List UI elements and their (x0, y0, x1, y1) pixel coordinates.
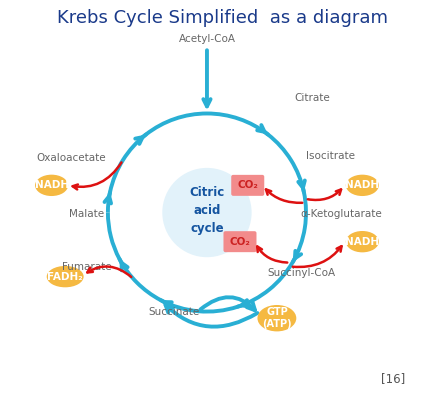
Text: FADH₂: FADH₂ (47, 271, 83, 282)
Text: α-Ketoglutarate: α-Ketoglutarate (300, 210, 382, 219)
Text: Isocitrate: Isocitrate (306, 151, 355, 161)
Text: NADH: NADH (345, 237, 380, 247)
Text: Succinate: Succinate (148, 307, 199, 316)
Text: CO₂: CO₂ (230, 237, 251, 247)
Circle shape (162, 168, 251, 257)
FancyBboxPatch shape (231, 175, 264, 196)
Text: Krebs Cycle Simplified  as a diagram: Krebs Cycle Simplified as a diagram (57, 9, 388, 27)
Text: Succinyl-CoA: Succinyl-CoA (267, 268, 335, 278)
Text: NADH: NADH (35, 180, 69, 190)
FancyBboxPatch shape (223, 231, 256, 252)
Ellipse shape (258, 305, 296, 331)
Text: GTP
(ATP): GTP (ATP) (262, 307, 291, 329)
Text: Fumarate: Fumarate (62, 262, 112, 272)
Ellipse shape (346, 231, 379, 252)
Text: Acetyl-CoA: Acetyl-CoA (178, 33, 235, 44)
Text: Oxaloacetate: Oxaloacetate (36, 153, 106, 163)
Ellipse shape (35, 175, 68, 196)
Text: CO₂: CO₂ (237, 180, 258, 190)
Text: Citric
acid
cycle: Citric acid cycle (189, 186, 225, 235)
Ellipse shape (346, 175, 379, 196)
Text: Citrate: Citrate (294, 93, 330, 103)
Text: [16]: [16] (381, 372, 405, 385)
Ellipse shape (47, 266, 84, 287)
Text: NADH: NADH (345, 180, 380, 190)
Text: Malate: Malate (69, 210, 104, 219)
